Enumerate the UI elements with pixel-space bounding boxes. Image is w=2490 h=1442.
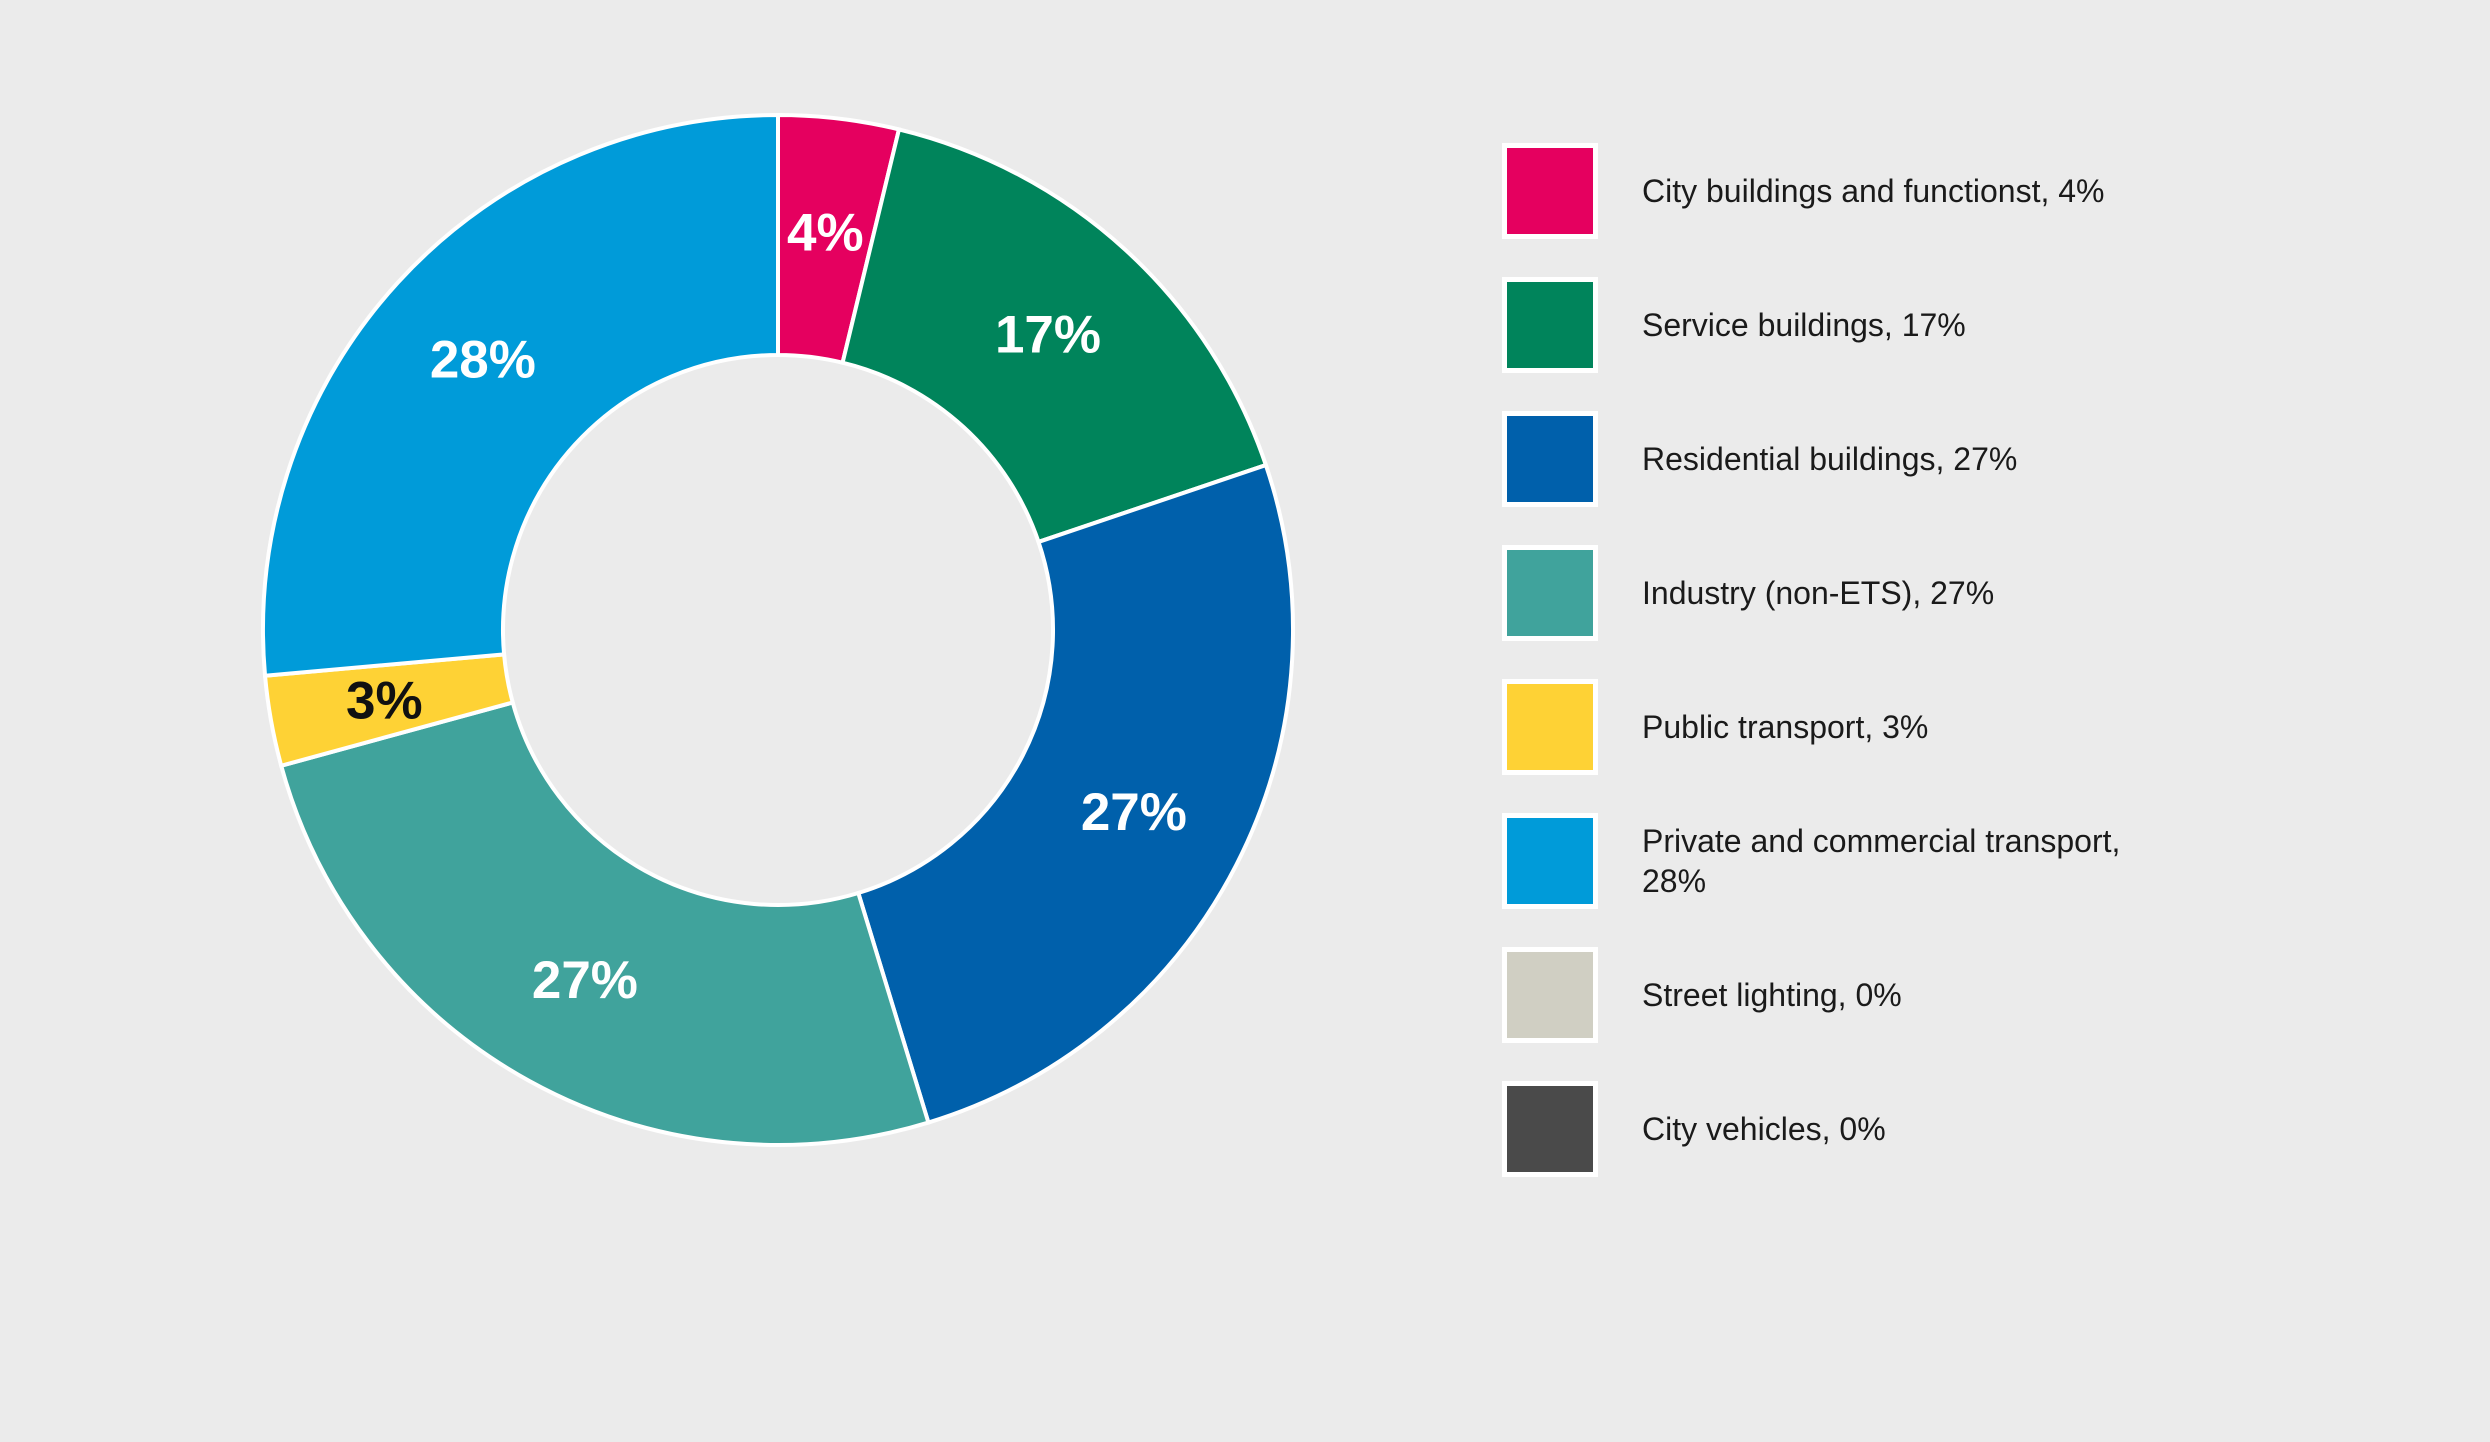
donut-value-labels: 4% 17% 27% 27% 3% 28% xyxy=(346,203,1187,1009)
legend-item-service-buildings: Service buildings, 17% xyxy=(1502,277,2142,383)
legend-swatch-private-transport xyxy=(1502,813,1598,909)
legend-label-residential-buildings: Residential buildings, 27% xyxy=(1642,441,2018,477)
legend-swatch-service-buildings xyxy=(1502,277,1598,373)
legend-item-private-transport: Private and commercial transport, 28% xyxy=(1502,813,2142,919)
slice-label-industry-non-ets: 27% xyxy=(532,951,638,1010)
slice-label-residential-buildings: 27% xyxy=(1081,783,1187,842)
legend-label-city-buildings: City buildings and functionst, 4% xyxy=(1642,173,2105,209)
legend-swatch-public-transport xyxy=(1502,679,1598,775)
legend-label-industry: Industry (non-ETS), 27% xyxy=(1642,575,1995,611)
slice-service-buildings xyxy=(840,126,1269,545)
donut-slices xyxy=(261,112,1295,1147)
legend-item-street-lighting: Street lighting, 0% xyxy=(1502,947,2142,1053)
legend-swatch-city-vehicles xyxy=(1502,1081,1598,1177)
legend-swatch-city-buildings xyxy=(1502,143,1598,239)
slice-private-and-commercial-transport xyxy=(261,112,780,678)
legend-swatch-residential-buildings xyxy=(1502,411,1598,507)
legend-item-city-vehicles: City vehicles, 0% xyxy=(1502,1081,2142,1187)
legend-label-service-buildings: Service buildings, 17% xyxy=(1642,307,1966,343)
legend-swatch-industry xyxy=(1502,545,1598,641)
slice-residential-buildings xyxy=(855,462,1295,1126)
slice-label-city-buildings-and-functionst: 4% xyxy=(787,203,864,262)
legend-label-private-transport: Private and commercial transport, 28% xyxy=(1642,823,2121,899)
legend-item-residential-buildings: Residential buildings, 27% xyxy=(1502,411,2142,517)
legend-label-city-vehicles: City vehicles, 0% xyxy=(1642,1111,1886,1147)
legend-swatch-street-lighting xyxy=(1502,947,1598,1043)
slice-label-private-and-commercial-transport: 28% xyxy=(430,331,536,390)
slice-label-public-transport: 3% xyxy=(346,671,423,730)
legend: City buildings and functionst, 4% Servic… xyxy=(1502,143,2142,1183)
legend-item-city-buildings: City buildings and functionst, 4% xyxy=(1502,143,2142,249)
legend-label-street-lighting: Street lighting, 0% xyxy=(1642,977,1902,1013)
slice-label-service-buildings: 17% xyxy=(995,305,1101,364)
slice-industry-non-ets xyxy=(278,700,931,1147)
legend-label-public-transport: Public transport, 3% xyxy=(1642,709,1929,745)
legend-item-public-transport: Public transport, 3% xyxy=(1502,679,2142,785)
legend-item-industry: Industry (non-ETS), 27% xyxy=(1502,545,2142,651)
